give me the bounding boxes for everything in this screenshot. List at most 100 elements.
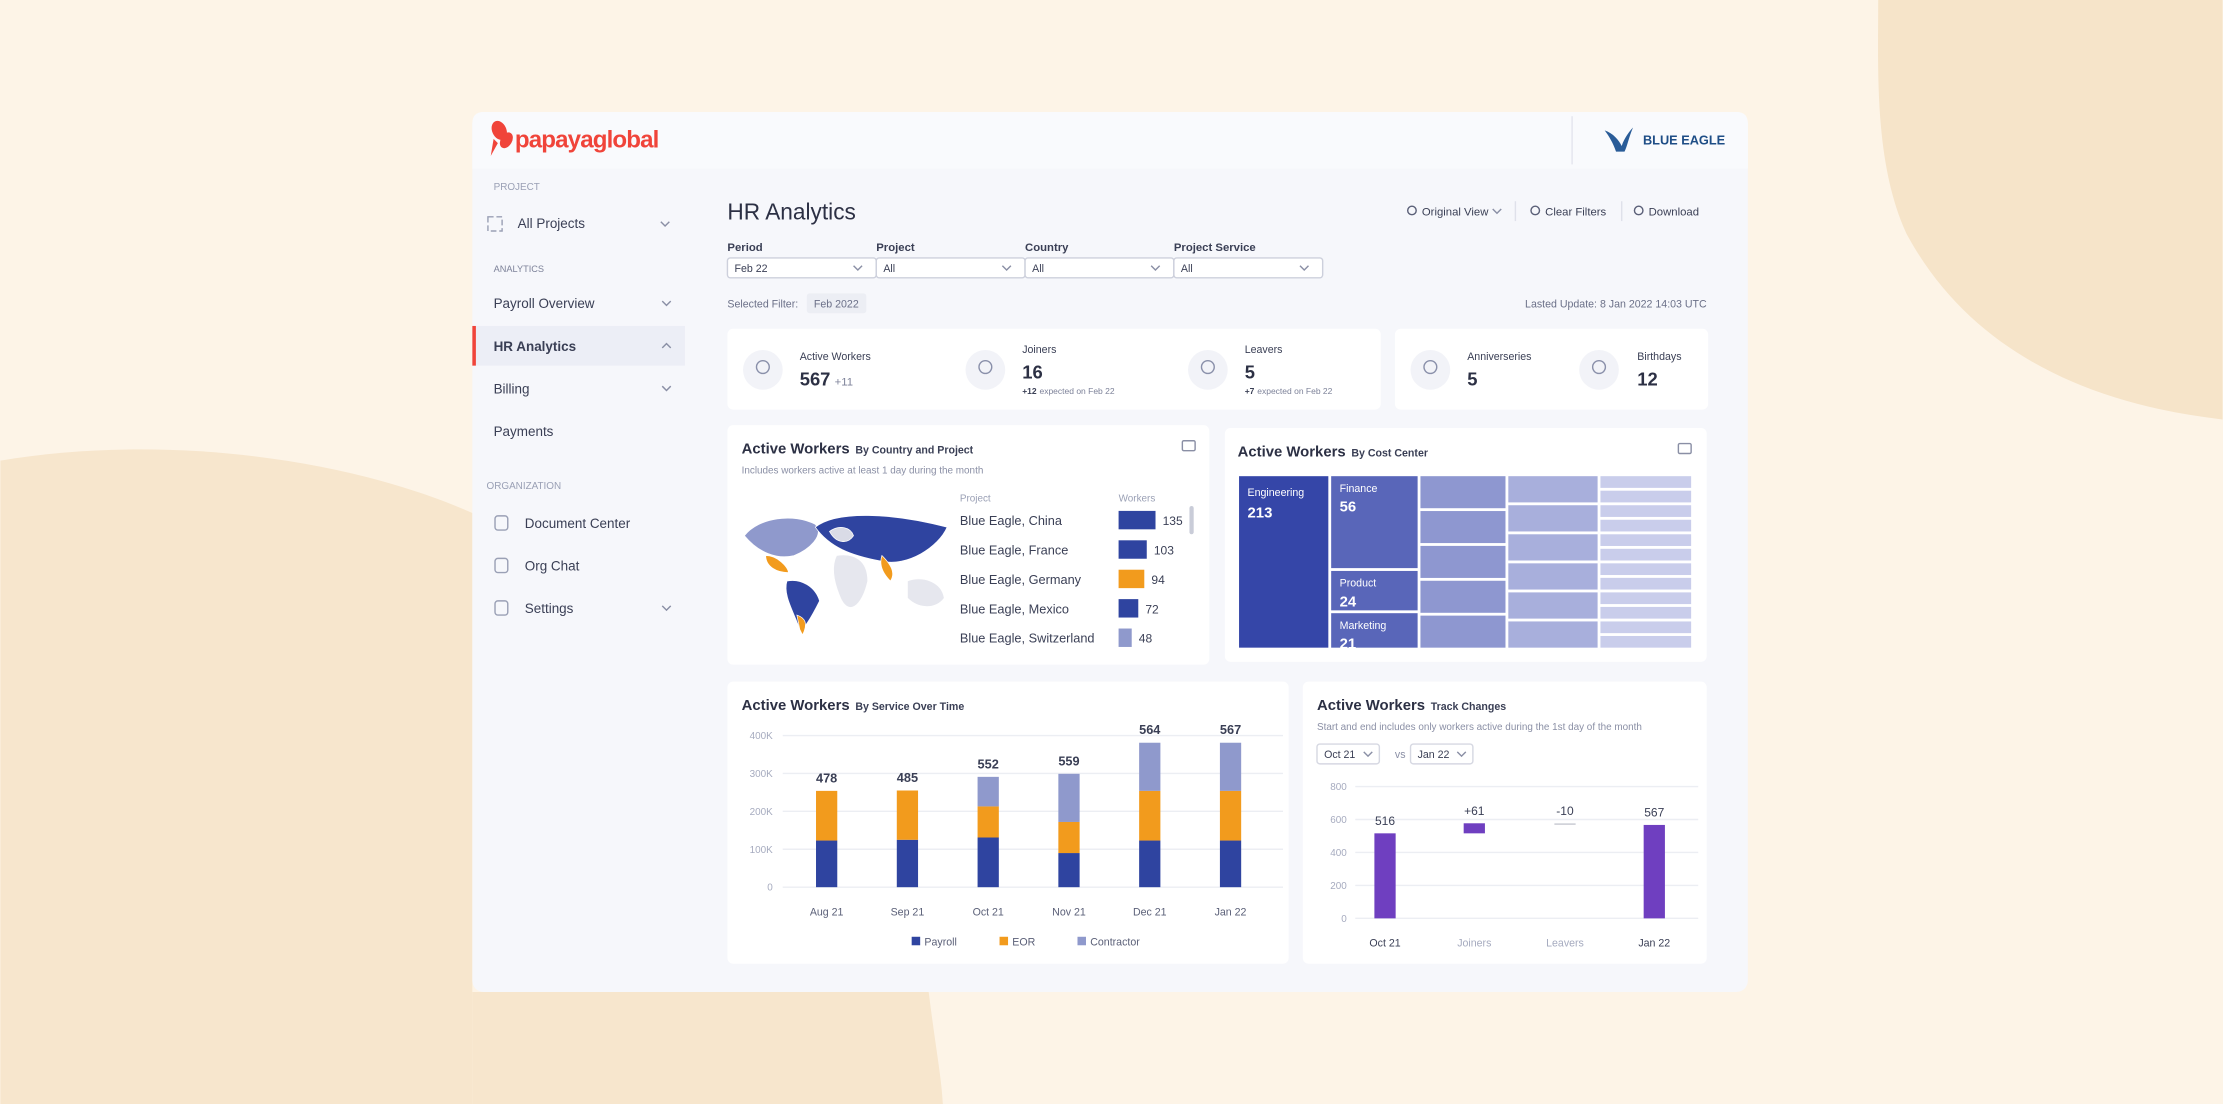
period-dropdown[interactable] xyxy=(1409,743,1474,765)
legend-label: Contractor xyxy=(1090,936,1140,948)
card-title: Active Workers xyxy=(742,442,850,458)
legend-swatch xyxy=(999,936,1009,946)
bar xyxy=(1463,823,1485,834)
legend-label: Payroll xyxy=(924,936,956,948)
bar-segment xyxy=(1058,821,1080,854)
row-label: Blue Eagle, Mexico xyxy=(960,601,1069,616)
legend-label: EOR xyxy=(1012,936,1035,948)
treemap-cell xyxy=(1508,505,1598,532)
bar-segment xyxy=(1219,790,1242,841)
action-button[interactable]: Original View xyxy=(1422,206,1489,218)
treemap-cell xyxy=(1420,580,1506,613)
nav-item[interactable]: Payroll Overview xyxy=(494,296,595,311)
action-icon xyxy=(1633,205,1644,216)
total-label: 567 xyxy=(1220,722,1241,737)
kpi-label: Joiners xyxy=(1022,344,1056,356)
chevron xyxy=(661,605,672,612)
kpi-icon xyxy=(1410,350,1451,390)
treemap-cell xyxy=(1600,563,1692,576)
filter-dropdown[interactable] xyxy=(1173,257,1324,279)
treemap-cell xyxy=(1331,476,1418,569)
nav-item[interactable]: Payments xyxy=(494,424,554,439)
action-button[interactable]: Clear Filters xyxy=(1545,206,1606,218)
bar xyxy=(1374,833,1396,919)
project-select[interactable]: All Projects xyxy=(518,216,586,231)
top-bar xyxy=(472,111,1748,169)
value-label: +61 xyxy=(1464,804,1485,818)
legend-swatch xyxy=(911,936,921,946)
bar-segment xyxy=(977,837,999,888)
nav-item[interactable]: HR Analytics xyxy=(494,339,577,354)
y-tick-label: 200 xyxy=(1330,881,1347,892)
client-name: BLUE EAGLE xyxy=(1643,133,1725,148)
treemap-cell xyxy=(1600,505,1692,517)
nav-item[interactable]: Document Center xyxy=(525,516,631,531)
value-label: 516 xyxy=(1375,814,1395,828)
kpi-delta: +12 xyxy=(1022,386,1037,396)
bar-segment xyxy=(896,790,919,840)
card xyxy=(1302,681,1707,964)
page-title: HR Analytics xyxy=(727,199,855,225)
treemap-cell xyxy=(1600,621,1692,634)
card-title: Active Workers xyxy=(1317,698,1425,714)
map-region xyxy=(814,515,948,563)
bar xyxy=(1554,823,1576,825)
filter-dropdown[interactable] xyxy=(1024,257,1175,279)
treemap-cell xyxy=(1600,592,1692,605)
nav-item[interactable]: Org Chat xyxy=(525,558,580,573)
treemap-cell xyxy=(1420,511,1506,544)
value-label: 94 xyxy=(1151,573,1165,587)
y-tick-label: 600 xyxy=(1330,815,1347,826)
expand-icon[interactable] xyxy=(1677,442,1692,455)
section-heading: PROJECT xyxy=(494,182,540,193)
value-label: 103 xyxy=(1154,543,1174,557)
nav-item[interactable]: Settings xyxy=(525,601,574,616)
bar-segment xyxy=(1058,853,1080,888)
x-tick-label: Oct 21 xyxy=(1369,938,1400,950)
treemap-cell xyxy=(1600,490,1692,503)
card-note: Includes workers active at least 1 day d… xyxy=(742,465,984,476)
kpi-glyph xyxy=(1423,359,1438,375)
period-value: Jan 22 xyxy=(1418,749,1450,761)
filter-value: Feb 22 xyxy=(735,263,768,275)
map-region xyxy=(833,554,869,608)
map-region xyxy=(765,555,789,573)
kpi-glyph xyxy=(755,359,770,375)
kpi-delta: +7 xyxy=(1245,386,1255,396)
nav-indicator xyxy=(472,325,476,366)
action-icon xyxy=(1530,205,1541,216)
y-tick-label: 400 xyxy=(1330,848,1347,859)
total-label: 552 xyxy=(978,756,999,771)
treemap-cell xyxy=(1331,570,1418,611)
y-tick-label: 0 xyxy=(1341,914,1347,925)
logo-icon xyxy=(490,120,513,156)
last-update: Lasted Update: 8 Jan 2022 14:03 UTC xyxy=(1525,299,1707,311)
chevron xyxy=(1456,751,1467,758)
chevron xyxy=(661,300,672,307)
treemap-cell xyxy=(1508,476,1598,503)
map-region xyxy=(785,580,820,630)
treemap-cell xyxy=(1420,476,1506,509)
period-value: Oct 21 xyxy=(1324,749,1355,761)
treemap-cell xyxy=(1420,615,1506,648)
nav-item[interactable]: Billing xyxy=(494,381,530,396)
treemap-cell xyxy=(1600,577,1692,590)
bar-segment xyxy=(1058,773,1080,822)
total-label: 559 xyxy=(1058,753,1079,768)
chevron xyxy=(853,265,863,271)
filter-dropdown[interactable] xyxy=(875,257,1026,279)
action-button[interactable]: Download xyxy=(1649,206,1699,218)
value-label: -10 xyxy=(1556,804,1574,818)
card-subtitle: By Cost Center xyxy=(1351,447,1428,459)
kpi-label: Anniverseries xyxy=(1467,351,1531,363)
cell-label: Marketing xyxy=(1340,620,1387,632)
period-dropdown[interactable] xyxy=(1316,743,1381,765)
cell-value: 24 xyxy=(1340,594,1357,610)
expand-icon[interactable] xyxy=(1181,440,1196,452)
chevron xyxy=(1150,265,1161,271)
x-tick-label: Jan 22 xyxy=(1638,938,1670,950)
nav-icon xyxy=(494,515,509,531)
bar xyxy=(1118,540,1147,559)
treemap-cell xyxy=(1600,635,1692,648)
